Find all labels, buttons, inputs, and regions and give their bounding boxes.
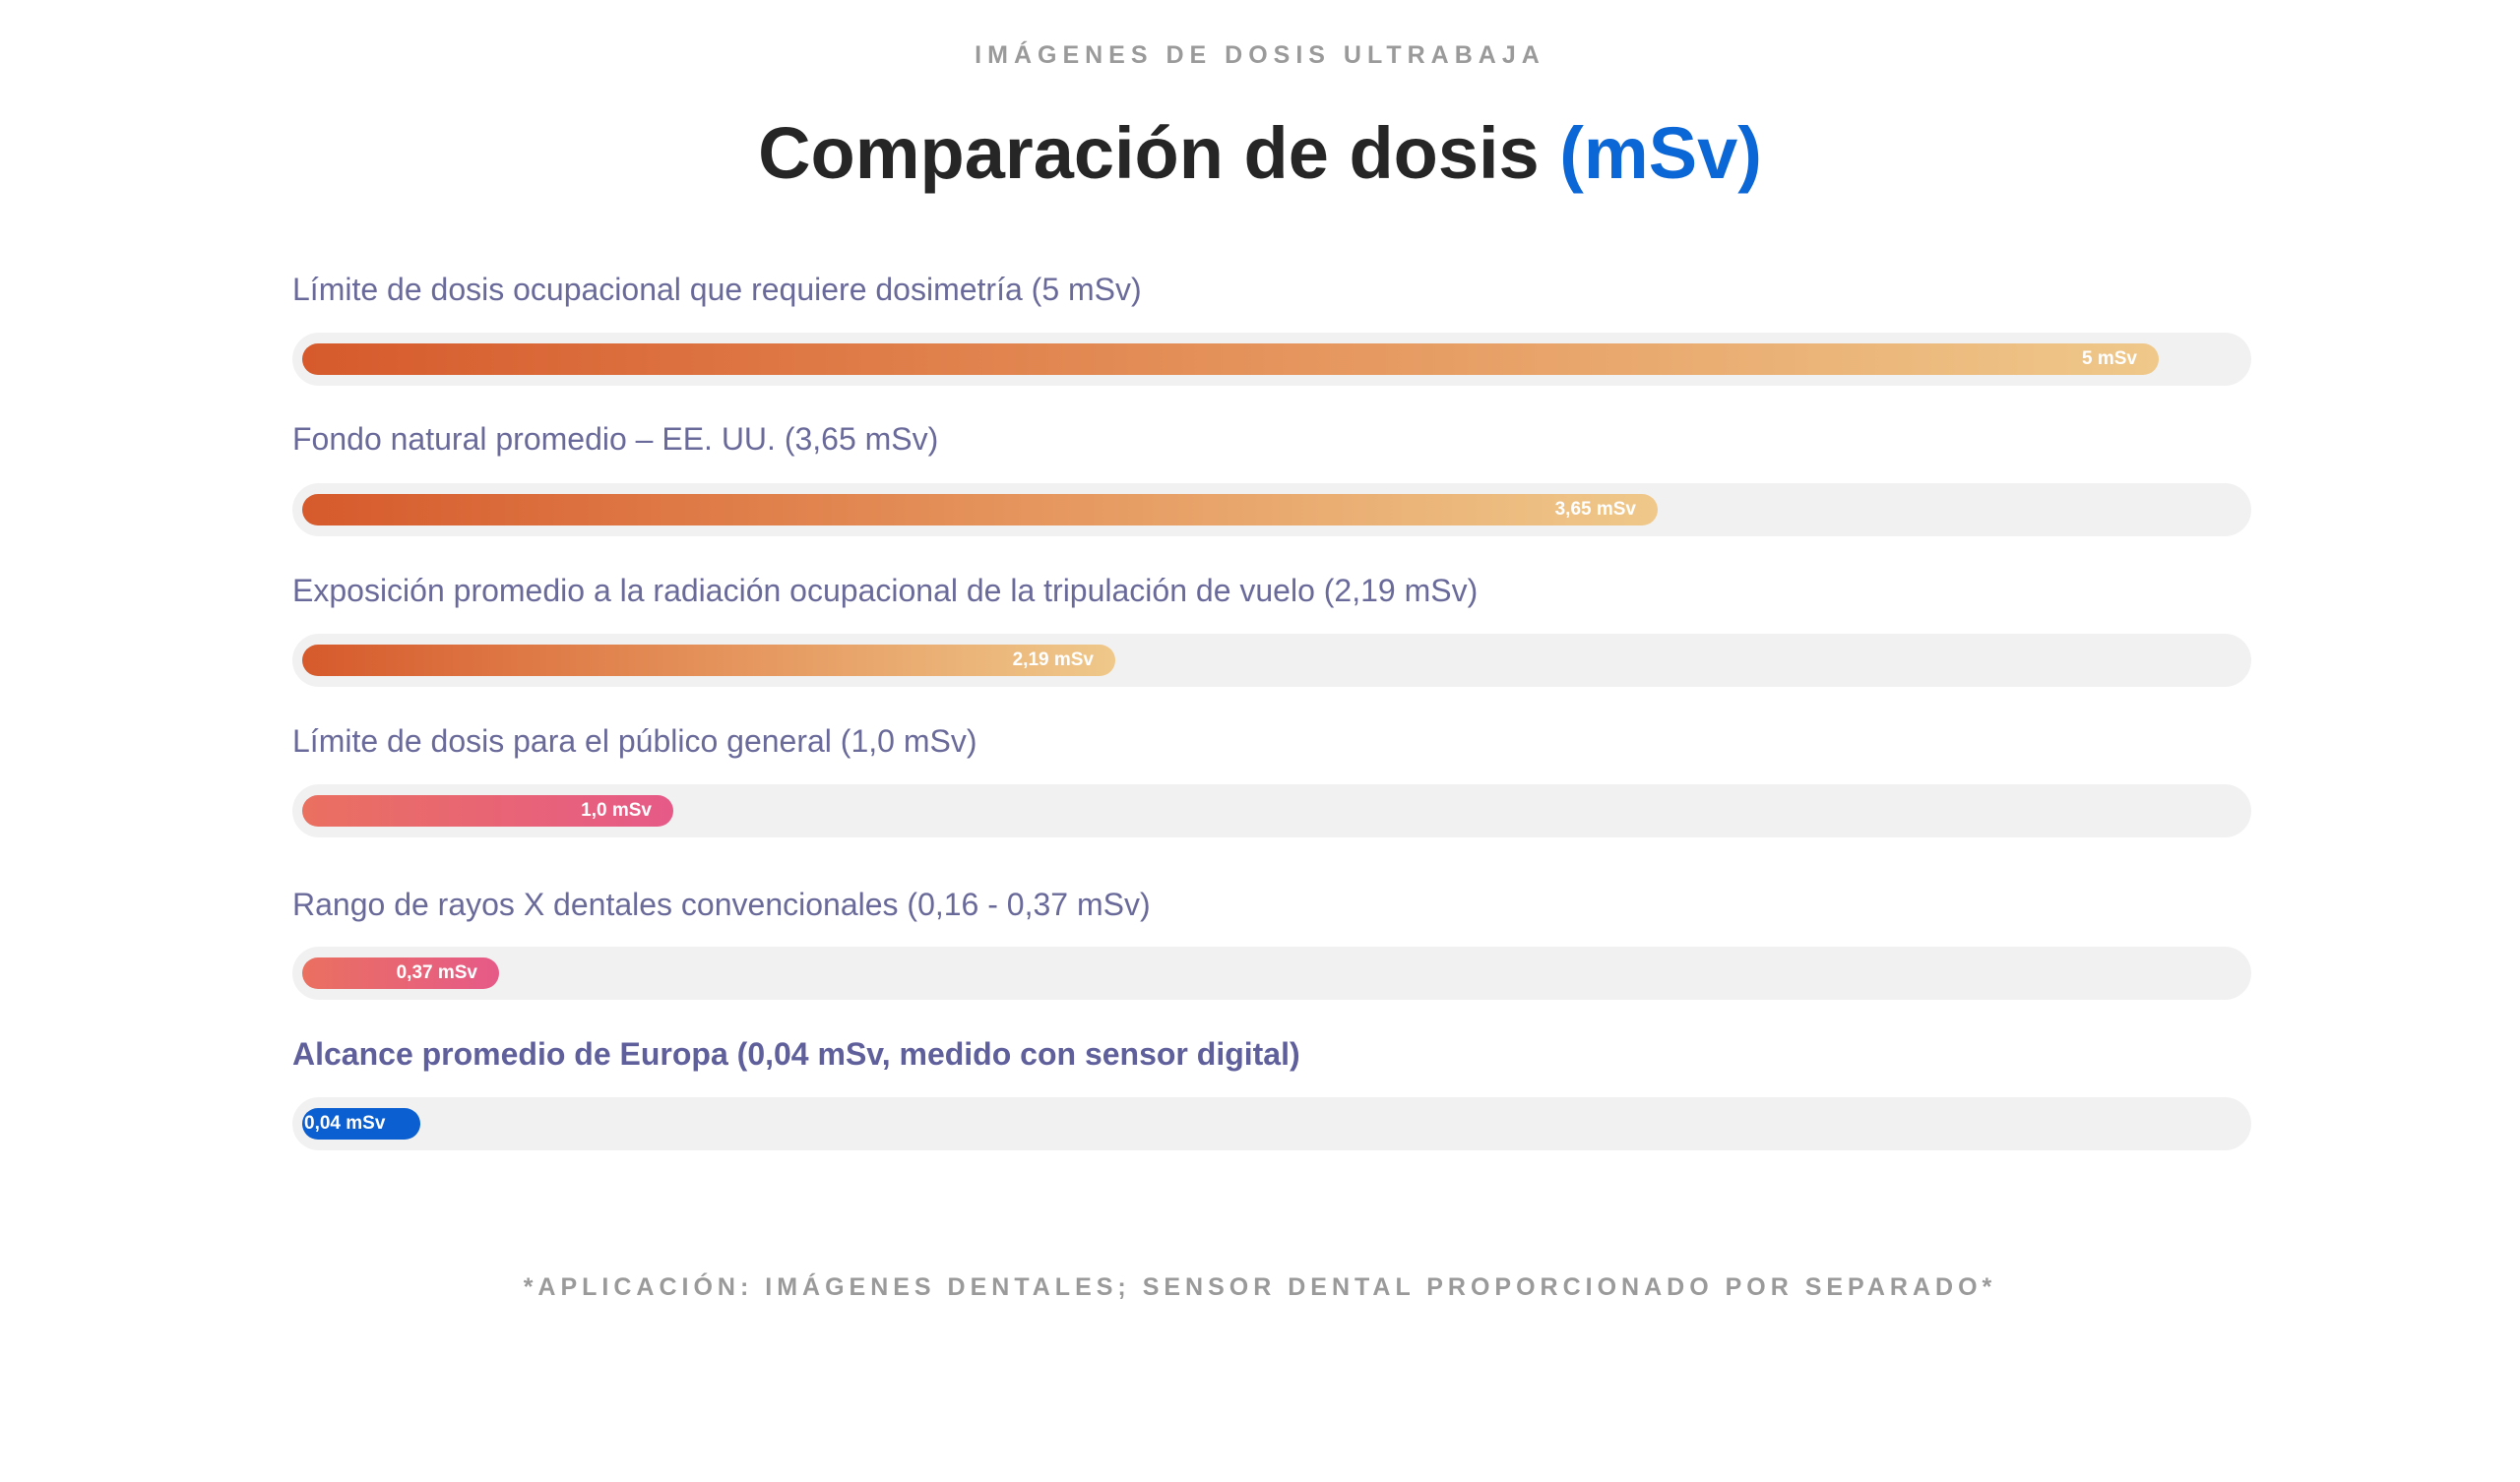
bar-value-label-3: 2,19 mSv bbox=[1012, 649, 1094, 670]
bar-label-6: Alcance promedio de Europa (0,04 mSv, me… bbox=[292, 1036, 1300, 1072]
bar-track-2: 3,65 mSv bbox=[292, 483, 2251, 536]
bar-track-3: 2,19 mSv bbox=[292, 634, 2251, 687]
bar-fill-6: 0,04 mSv bbox=[302, 1108, 420, 1140]
title-accent: (mSv) bbox=[1559, 112, 1762, 194]
bar-track-5: 0,37 mSv bbox=[292, 947, 2251, 1000]
bar-label-5: Rango de rayos X dentales convencionales… bbox=[292, 887, 1151, 922]
bar-value-label-1: 5 mSv bbox=[2082, 348, 2137, 369]
bar-track-1: 5 mSv bbox=[292, 333, 2251, 386]
page-title: Comparación de dosis (mSv) bbox=[0, 106, 2520, 201]
bar-fill-3: 2,19 mSv bbox=[302, 645, 1115, 676]
bar-value-label-2: 3,65 mSv bbox=[1554, 499, 1636, 520]
bar-fill-5: 0,37 mSv bbox=[302, 957, 499, 989]
bar-value-label-5: 0,37 mSv bbox=[396, 962, 477, 983]
dose-bar-chart: Límite de dosis ocupacional que requiere… bbox=[292, 0, 2251, 1230]
bar-fill-1: 5 mSv bbox=[302, 343, 2159, 375]
bar-track-6: 0,04 mSv bbox=[292, 1097, 2251, 1150]
bar-label-1: Límite de dosis ocupacional que requiere… bbox=[292, 272, 1142, 307]
eyebrow-label: IMÁGENES DE DOSIS ULTRABAJA bbox=[975, 41, 1545, 69]
title-main: Comparación de dosis bbox=[758, 112, 1540, 194]
bar-fill-2: 3,65 mSv bbox=[302, 494, 1658, 525]
bar-label-4: Límite de dosis para el público general … bbox=[292, 723, 977, 759]
bar-value-label-4: 1,0 mSv bbox=[581, 800, 652, 821]
bar-track-4: 1,0 mSv bbox=[292, 784, 2251, 837]
bar-label-2: Fondo natural promedio – EE. UU. (3,65 m… bbox=[292, 421, 939, 457]
footnote: *APLICACIÓN: IMÁGENES DENTALES; SENSOR D… bbox=[523, 1273, 1997, 1301]
bar-value-label-6: 0,04 mSv bbox=[304, 1113, 386, 1134]
bar-fill-4: 1,0 mSv bbox=[302, 795, 673, 827]
bar-label-3: Exposición promedio a la radiación ocupa… bbox=[292, 573, 1479, 608]
